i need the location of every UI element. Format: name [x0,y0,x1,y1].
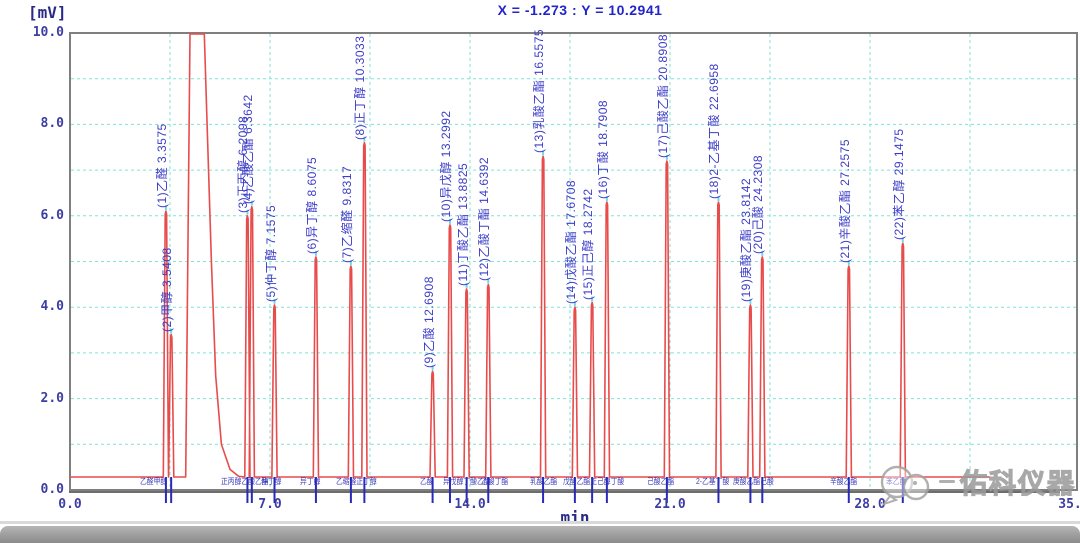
y-tick-label: 2.0 [40,390,64,406]
baseline-annotation: 2-乙基丁酸 [695,477,729,486]
peak-label: (1)乙醛 3.3575 [154,123,169,209]
peak-label: (7)乙缩醛 9.8317 [339,165,354,264]
x-tick-label: 35. [1058,497,1080,512]
peak-label: (6)异丁醇 8.6075 [304,156,319,254]
peak-label: (11)丁酸乙酯 13.8825 [455,162,470,286]
x-tick-label: 28.0 [854,497,886,512]
peak-label: (5)仲丁醇 7.1575 [263,204,278,302]
baseline-annotation: 乙醛甲醇 [140,477,168,486]
peak-label: (10)异戊醇 13.2992 [438,110,453,222]
peak-label: (13)乳酸乙酯 16.5575 [532,29,547,154]
peak-label: (15)正己醇 18.2742 [581,188,596,300]
y-tick-label: 8.0 [40,116,64,132]
peak-label: (21)辛酸乙酯 27.2575 [837,139,852,264]
watermark-logo-icon [880,465,930,506]
peak-label: (16)丁酸 18.7908 [595,100,610,200]
y-axis-unit-label: [mV] [28,3,67,22]
baseline-annotation: 异戊醇丁酸乙酯 [442,477,491,486]
x-tick-label: 21.0 [654,497,686,512]
x-tick-label: 7.0 [258,497,282,512]
window-bottom-edge [0,526,1080,543]
y-tick-label: 0.0 [40,482,64,497]
peak-label: (2)甲醇 3.5408 [160,246,175,332]
x-axis-unit-label: min [560,508,590,527]
baseline-annotation: 乙缩醛正丁醇 [335,477,377,486]
baseline-annotation: 乙酸 [420,477,434,486]
peak-label: (18)2-乙基丁酸 22.6958 [707,63,722,200]
x-tick-label: 14.0 [454,497,486,512]
baseline-annotation: 庚酸乙酯己酸 [732,477,774,486]
watermark: 佑科仪器 [876,452,1076,510]
peak-label: (9)乙酸 12.6908 [421,276,436,369]
baseline-annotation: 己酸乙酯 [647,477,675,486]
y-tick-label: 10.0 [32,25,64,40]
peak-label: (14)戊酸乙酯 17.6708 [563,180,578,305]
watermark-text: 佑科仪器 [959,468,1076,499]
baseline-annotation: 异丁醇 [300,477,321,486]
window-edge-highlight [0,521,1080,524]
baseline-annotation: 仲丁醇 [261,477,282,486]
cursor-position-readout: X = -1.273 : Y = 10.2941 [497,2,663,18]
x-tick-label: 0.0 [58,497,82,512]
baseline-annotation: 正丙醇乙酸乙酯 [221,477,270,486]
peak-label: (4)乙酸乙酯 6.3642 [240,93,255,204]
peak-label: (22)苯乙醇 29.1475 [891,128,906,241]
baseline-annotation: 苯乙醇 [886,476,906,487]
peak-label: (20)己酸 24.2308 [751,154,766,254]
baseline-annotation: 戊酸乙酯正己醇丁酸 [562,477,625,486]
y-tick-label: 4.0 [40,299,64,315]
baseline-annotation: 乳酸乙酯 [530,477,558,486]
peak-label: (8)正丁醇 10.3033 [353,35,368,140]
y-tick-label: 6.0 [40,207,64,223]
watermark-dash [939,479,955,483]
peak-label: (12)乙酸丁酯 14.6392 [477,157,492,282]
peak-label: (17)己酸乙酯 20.8908 [655,33,670,158]
baseline-annotation: 辛酸乙酯 [830,477,858,486]
baseline-annotation: 乙酸丁酯 [481,477,509,486]
